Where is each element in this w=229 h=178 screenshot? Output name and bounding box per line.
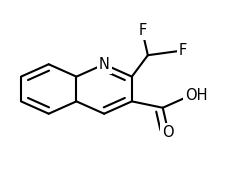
Text: O: O: [162, 125, 173, 140]
Text: OH: OH: [184, 88, 207, 103]
Text: N: N: [98, 57, 109, 72]
Text: F: F: [138, 23, 146, 38]
Text: F: F: [178, 43, 186, 58]
